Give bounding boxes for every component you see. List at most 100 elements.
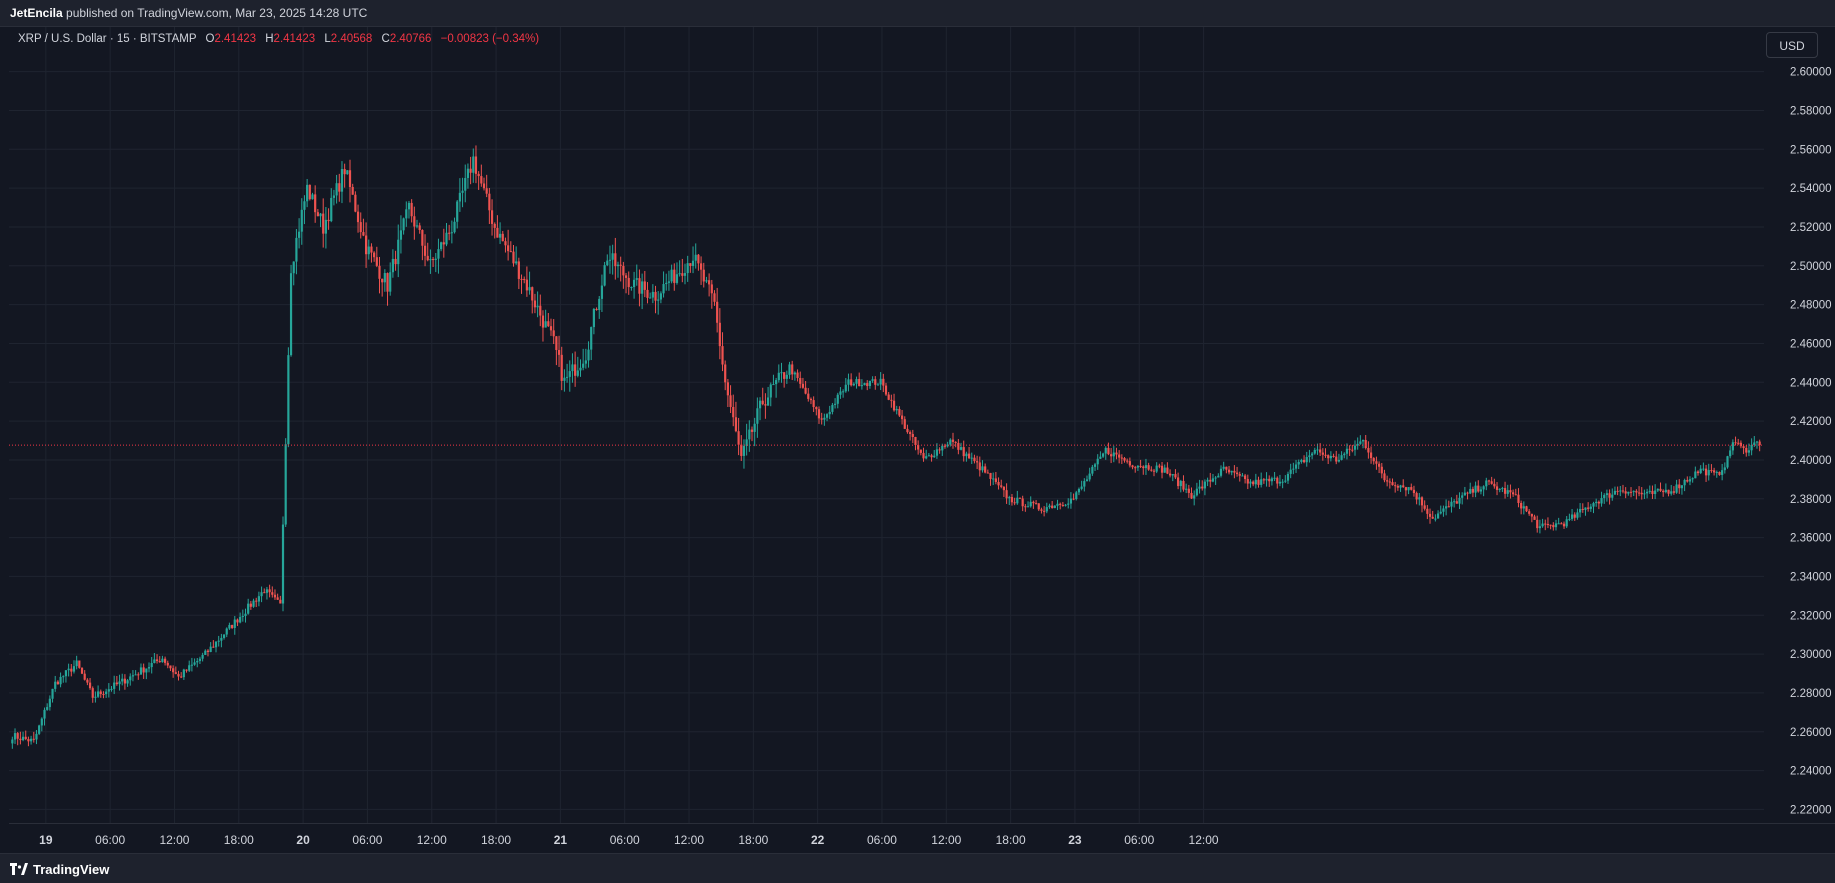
candle bbox=[429, 249, 432, 274]
candle bbox=[547, 313, 550, 327]
candle bbox=[193, 658, 196, 666]
candle bbox=[67, 663, 70, 677]
candle bbox=[1329, 451, 1332, 462]
candle bbox=[649, 292, 652, 299]
candle-body bbox=[726, 382, 729, 396]
candle bbox=[1026, 501, 1030, 508]
candle-body bbox=[378, 265, 381, 279]
symbol-label[interactable]: XRP / U.S. Dollar · 15 · BITSTAMP bbox=[18, 33, 197, 45]
candle-body bbox=[1503, 488, 1507, 494]
candle-body bbox=[1463, 492, 1466, 496]
candle bbox=[1233, 465, 1236, 479]
candle bbox=[493, 222, 496, 239]
candle-body bbox=[1235, 472, 1239, 475]
candle-body bbox=[898, 408, 901, 416]
candle-body bbox=[56, 681, 59, 685]
candle bbox=[482, 177, 486, 191]
candle bbox=[1134, 465, 1137, 473]
candle bbox=[769, 382, 772, 407]
candle bbox=[632, 271, 636, 299]
candle-body bbox=[748, 429, 751, 440]
candle-body bbox=[1715, 471, 1718, 473]
candle bbox=[876, 382, 880, 386]
candle-body bbox=[1742, 446, 1745, 448]
candle-body bbox=[858, 379, 861, 387]
price-tick-label: 2.50000 bbox=[1790, 261, 1832, 273]
candle-body bbox=[142, 667, 145, 673]
candle bbox=[801, 377, 805, 389]
candle bbox=[520, 274, 523, 294]
candle bbox=[1150, 466, 1153, 472]
candle bbox=[1380, 462, 1383, 479]
candle-body bbox=[1193, 495, 1196, 499]
candle bbox=[1077, 487, 1081, 496]
candle-body bbox=[453, 221, 456, 233]
candle-body bbox=[616, 264, 620, 267]
symbol-legend[interactable]: XRP / U.S. Dollar · 15 · BITSTAMP O2.414… bbox=[18, 33, 539, 45]
candle-body bbox=[1158, 465, 1161, 467]
candle-body bbox=[51, 688, 54, 699]
author-name[interactable]: JetEncila bbox=[10, 6, 63, 20]
candle bbox=[1713, 467, 1716, 476]
currency-button[interactable]: USD bbox=[1766, 32, 1818, 58]
candle bbox=[142, 663, 145, 679]
candle-body bbox=[1219, 468, 1223, 476]
candle-body bbox=[1249, 481, 1252, 484]
candle bbox=[1710, 464, 1713, 473]
candle-body bbox=[1099, 456, 1102, 459]
candle-body bbox=[1386, 480, 1389, 482]
candle bbox=[129, 673, 132, 686]
chart-area[interactable]: 2.40766 2.60000 2.58000 2.56000 2.54000 2.52… bbox=[9, 27, 1835, 853]
candle bbox=[657, 291, 660, 315]
candle-body bbox=[809, 398, 813, 401]
candle-body bbox=[145, 668, 148, 673]
candle-body bbox=[973, 457, 976, 462]
candle bbox=[1447, 500, 1450, 508]
candle-body bbox=[828, 411, 831, 415]
candle bbox=[1450, 497, 1453, 513]
candle-body bbox=[681, 273, 684, 276]
candle-body bbox=[1420, 497, 1424, 506]
candle bbox=[507, 229, 510, 261]
candlestick-chart[interactable]: 2.40766 2.60000 2.58000 2.56000 2.54000 2.52… bbox=[9, 27, 1835, 853]
candle-body bbox=[807, 393, 810, 399]
candle bbox=[683, 263, 687, 285]
candle bbox=[1678, 479, 1681, 494]
candle-body bbox=[1458, 497, 1461, 504]
time-axis: 19 06:00 12:00 18:00 20 06:00 12:00 18:00 21 06:0… bbox=[9, 823, 1835, 847]
candle-body bbox=[249, 603, 252, 607]
candle bbox=[641, 273, 644, 310]
tradingview-brand[interactable]: TradingView bbox=[10, 861, 109, 877]
candle-body bbox=[220, 637, 223, 641]
candle bbox=[909, 430, 912, 441]
candle-body bbox=[925, 456, 928, 459]
candle-body bbox=[134, 674, 137, 676]
candle-body bbox=[1128, 461, 1131, 466]
candle bbox=[866, 380, 869, 391]
candle-body bbox=[804, 387, 807, 394]
candle bbox=[391, 249, 394, 278]
candle bbox=[748, 420, 751, 452]
low-label: L bbox=[324, 33, 331, 45]
candle bbox=[549, 318, 553, 336]
candle-body bbox=[188, 665, 191, 671]
candle-body bbox=[158, 661, 161, 663]
candle-body bbox=[88, 682, 92, 689]
candle-body bbox=[997, 481, 1000, 486]
candle bbox=[407, 200, 411, 219]
candle-body bbox=[1308, 455, 1311, 458]
candle-body bbox=[1533, 516, 1536, 520]
candle-body bbox=[35, 733, 38, 740]
candle bbox=[504, 237, 507, 253]
candle-body bbox=[1675, 484, 1678, 493]
price-axis-bg bbox=[1764, 27, 1835, 853]
candle-body bbox=[933, 455, 936, 458]
candle bbox=[1091, 464, 1094, 476]
candle-body bbox=[836, 394, 839, 404]
candle bbox=[94, 691, 97, 703]
candle-body bbox=[509, 251, 512, 253]
candle bbox=[1099, 451, 1102, 460]
candle bbox=[324, 206, 327, 249]
candle-body bbox=[1637, 492, 1641, 494]
candle-body bbox=[1562, 523, 1566, 527]
